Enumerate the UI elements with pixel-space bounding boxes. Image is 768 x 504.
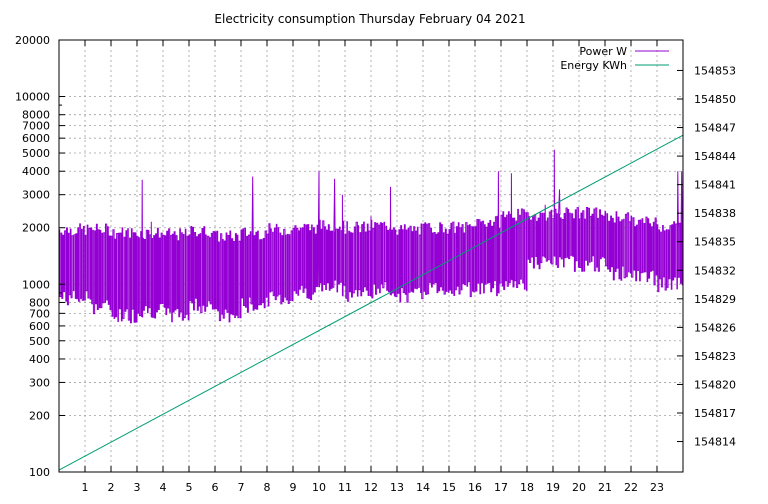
y-tick-label: 800 <box>29 296 50 309</box>
x-tick-label: 13 <box>390 481 404 494</box>
y2-tick-label: 154832 <box>694 264 736 277</box>
x-tick-label: 1 <box>82 481 89 494</box>
x-tick-label: 17 <box>494 481 508 494</box>
y2-tick-label: 154844 <box>694 150 736 163</box>
x-tick-label: 6 <box>212 481 219 494</box>
y2-tick-label: 154850 <box>694 93 736 106</box>
y2-tick-label: 154814 <box>694 436 736 449</box>
x-tick-label: 12 <box>364 481 378 494</box>
x-tick-label: 15 <box>442 481 456 494</box>
y-tick-label: 500 <box>29 335 50 348</box>
y-tick-label: 200 <box>29 409 50 422</box>
x-tick-label: 21 <box>598 481 612 494</box>
chart-title: Electricity consumption Thursday Februar… <box>214 12 525 26</box>
axis-ticks: 1 2 3 4 5 6 7 8 9 10 11 12 13 14 15 16 17 18 19 20 21 22 23100… <box>15 34 736 494</box>
y2-tick-label: 154847 <box>694 122 736 135</box>
y-tick-label: 300 <box>29 376 50 389</box>
x-tick-label: 10 <box>312 481 326 494</box>
y-tick-label: 5000 <box>22 147 50 160</box>
y-tick-label: 2000 <box>22 222 50 235</box>
y-tick-label: 6000 <box>22 132 50 145</box>
y2-tick-label: 154829 <box>694 293 736 306</box>
series-energy-line <box>59 134 683 471</box>
x-tick-label: 23 <box>650 481 664 494</box>
x-tick-label: 16 <box>468 481 482 494</box>
y2-tick-label: 154835 <box>694 236 736 249</box>
x-tick-label: 18 <box>520 481 534 494</box>
legend-label: Energy KWh <box>560 59 627 72</box>
x-tick-label: 20 <box>572 481 586 494</box>
y-tick-label: 4000 <box>22 165 50 178</box>
x-tick-label: 14 <box>416 481 430 494</box>
series-layer <box>59 134 683 471</box>
x-tick-label: 9 <box>290 481 297 494</box>
y-tick-label: 600 <box>29 320 50 333</box>
legend-label: Power W <box>579 45 627 58</box>
y-tick-label: 7000 <box>22 120 50 133</box>
y2-tick-label: 154820 <box>694 378 736 391</box>
y-tick-label: 100 <box>29 466 50 479</box>
x-tick-label: 8 <box>264 481 271 494</box>
y-tick-label: 10000 <box>15 91 50 104</box>
x-tick-label: 3 <box>134 481 141 494</box>
x-tick-label: 7 <box>238 481 245 494</box>
y2-tick-label: 154838 <box>694 207 736 220</box>
y-tick-label: 3000 <box>22 189 50 202</box>
y2-tick-label: 154853 <box>694 64 736 77</box>
x-tick-label: 2 <box>108 481 115 494</box>
y2-tick-label: 154817 <box>694 407 736 420</box>
series-power-line <box>59 149 683 324</box>
y-tick-label: 1000 <box>22 278 50 291</box>
x-tick-label: 11 <box>338 481 352 494</box>
x-tick-label: 19 <box>546 481 560 494</box>
y-tick-label: 20000 <box>15 34 50 47</box>
y-tick-label: 400 <box>29 353 50 366</box>
y2-tick-label: 154826 <box>694 321 736 334</box>
x-tick-label: 4 <box>160 481 167 494</box>
x-tick-label: 22 <box>624 481 638 494</box>
x-tick-label: 5 <box>186 481 193 494</box>
y-tick-label: 8000 <box>22 109 50 122</box>
y2-tick-label: 154823 <box>694 350 736 363</box>
y2-tick-label: 154841 <box>694 179 736 192</box>
y-tick-label: 700 <box>29 307 50 320</box>
